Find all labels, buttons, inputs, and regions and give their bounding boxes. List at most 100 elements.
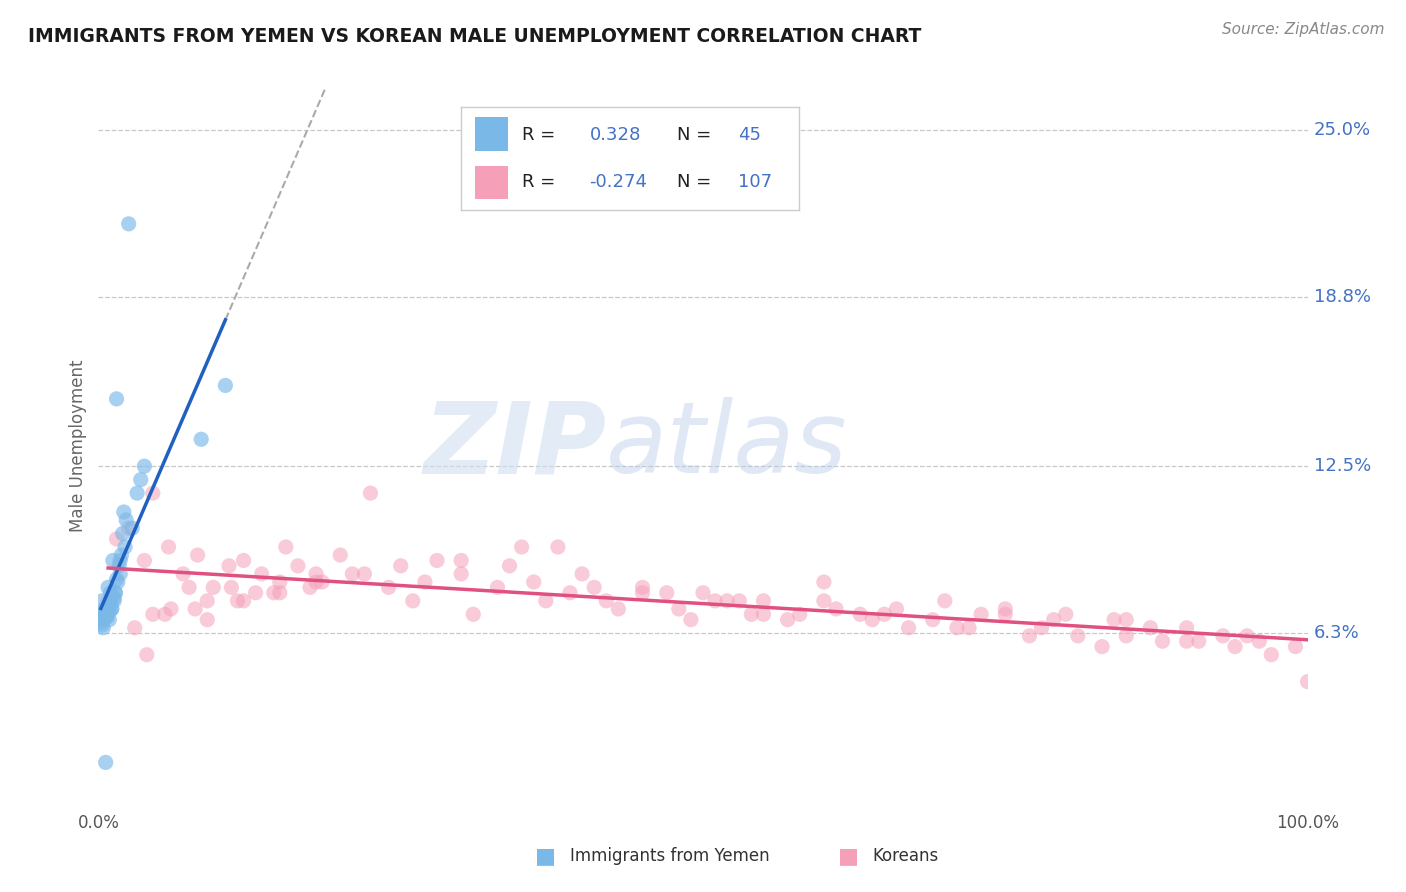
Point <box>269 586 291 600</box>
Point <box>595 594 617 608</box>
Point <box>226 594 249 608</box>
Point <box>100 586 122 600</box>
Point <box>94 607 117 622</box>
Point <box>98 605 121 619</box>
Point <box>105 392 128 406</box>
Point <box>94 756 117 770</box>
Text: ZIP: ZIP <box>423 398 606 494</box>
Point <box>91 594 114 608</box>
Text: IMMIGRANTS FROM YEMEN VS KOREAN MALE UNEMPLOYMENT CORRELATION CHART: IMMIGRANTS FROM YEMEN VS KOREAN MALE UNE… <box>28 27 921 45</box>
Point <box>360 486 382 500</box>
Point <box>1296 674 1319 689</box>
Point <box>184 602 207 616</box>
Point <box>946 621 969 635</box>
Text: Immigrants from Yemen: Immigrants from Yemen <box>569 847 769 865</box>
Point <box>195 613 218 627</box>
Point <box>134 459 156 474</box>
Point <box>1031 621 1053 635</box>
Point <box>121 521 143 535</box>
Point <box>218 558 240 573</box>
Point <box>110 548 132 562</box>
Point <box>114 540 136 554</box>
Point <box>105 532 128 546</box>
Point <box>100 594 122 608</box>
Point <box>305 574 328 589</box>
Text: atlas: atlas <box>606 398 848 494</box>
Text: -0.274: -0.274 <box>589 173 647 191</box>
Point <box>740 607 762 622</box>
Point <box>1152 634 1174 648</box>
Point <box>498 558 520 573</box>
Point <box>100 602 122 616</box>
Point <box>104 586 127 600</box>
Point <box>108 553 131 567</box>
Point <box>886 602 908 616</box>
Point <box>668 602 690 616</box>
Point <box>100 602 122 616</box>
Point <box>96 610 118 624</box>
Point <box>994 607 1017 622</box>
Point <box>426 553 449 567</box>
Point <box>245 586 267 600</box>
Point <box>97 580 120 594</box>
Point <box>153 607 176 622</box>
Point <box>679 613 702 627</box>
Point <box>111 526 134 541</box>
Point <box>704 594 727 608</box>
Point <box>115 513 138 527</box>
Point <box>108 558 131 573</box>
Point <box>377 580 399 594</box>
Point <box>1249 634 1271 648</box>
Point <box>202 580 225 594</box>
Point <box>1115 613 1137 627</box>
Text: 12.5%: 12.5% <box>1313 458 1371 475</box>
Text: R =: R = <box>522 173 555 191</box>
Point <box>813 594 835 608</box>
Point <box>232 594 254 608</box>
Point <box>179 580 201 594</box>
Point <box>93 602 115 616</box>
Point <box>329 548 352 562</box>
Point <box>873 607 896 622</box>
Point <box>389 558 412 573</box>
Text: ■: ■ <box>536 847 557 866</box>
Point <box>728 594 751 608</box>
Point <box>934 594 956 608</box>
Point <box>1042 613 1064 627</box>
Point <box>172 566 194 581</box>
Point <box>716 594 738 608</box>
Point <box>91 618 114 632</box>
Point <box>142 607 165 622</box>
Text: R =: R = <box>522 126 555 144</box>
Point <box>129 473 152 487</box>
Point <box>897 621 920 635</box>
Point <box>849 607 872 622</box>
Point <box>127 486 149 500</box>
Point <box>160 602 183 616</box>
Point <box>104 586 127 600</box>
Point <box>299 580 322 594</box>
Point <box>1067 629 1090 643</box>
Point <box>103 594 125 608</box>
Point <box>101 553 124 567</box>
Point <box>1223 640 1246 654</box>
Point <box>655 586 678 600</box>
Point <box>187 548 209 562</box>
Point <box>100 597 122 611</box>
Point <box>1284 640 1306 654</box>
Point <box>91 621 114 635</box>
Text: 45: 45 <box>738 126 761 144</box>
Point <box>1175 634 1198 648</box>
Y-axis label: Male Unemployment: Male Unemployment <box>69 359 87 533</box>
Point <box>305 566 328 581</box>
Point <box>353 566 375 581</box>
Point <box>558 586 581 600</box>
Point <box>583 580 606 594</box>
Point <box>994 602 1017 616</box>
Point <box>98 613 121 627</box>
Point <box>93 605 115 619</box>
Point <box>450 566 472 581</box>
Point <box>607 602 630 616</box>
Text: 18.8%: 18.8% <box>1313 287 1371 306</box>
Point <box>135 648 157 662</box>
